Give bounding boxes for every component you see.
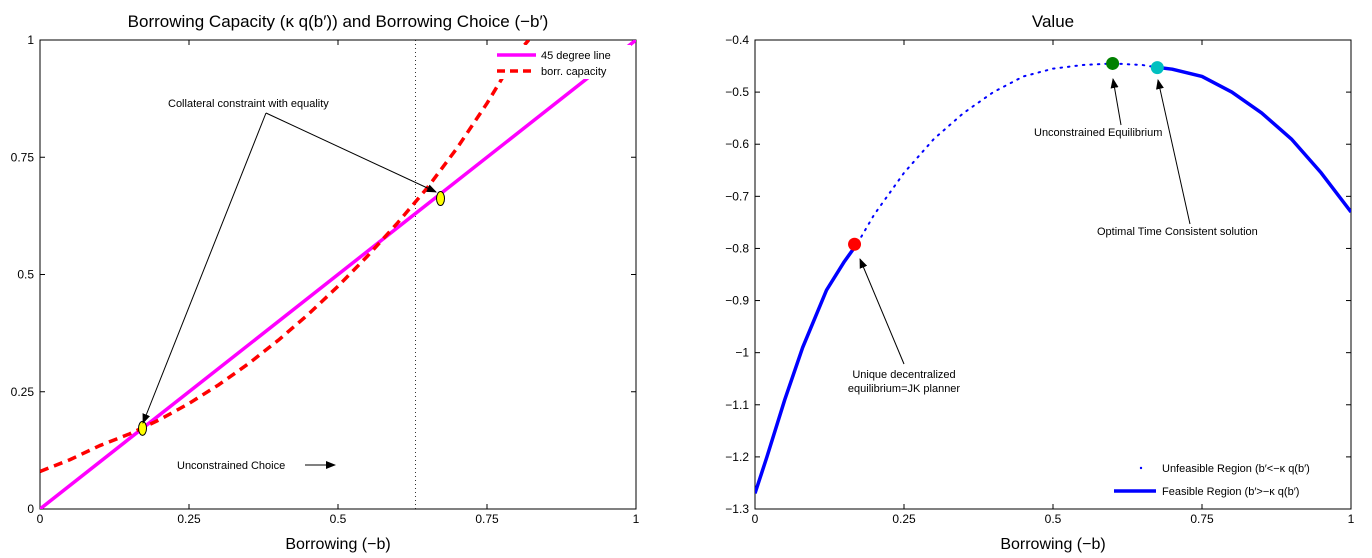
left-x-tick-label: 0.75 [475,512,499,526]
right-y-tick-label: −1.1 [725,398,749,412]
optimal-annotation: Optimal Time Consistent solution [1097,226,1258,238]
legend-label-feasible: Feasible Region (b′>−κ q(b′) [1162,486,1299,498]
unique-annotation-line1: Unique decentralized [852,369,955,381]
unconstrained-eq-arrow [1110,78,1122,126]
left-y-ticks: 0 0.25 0.5 0.75 1 [11,33,636,516]
right-y-tick-label: −1 [735,346,749,360]
collateral-arrow-right [265,112,437,193]
left-y-tick-label: 0.75 [11,150,35,164]
right-x-tick-label: 1 [1348,512,1355,526]
left-chart-title: Borrowing Capacity (κ q(b′)) and Borrowi… [128,12,549,31]
value-marker [848,237,862,251]
intersection-marker [436,191,446,207]
left-legend: 45 degree line borr. capacity [492,45,631,79]
left-x-tick-label: 0 [37,512,44,526]
right-x-ticks: 0 0.25 0.5 0.75 1 [752,40,1355,526]
right-x-tick-label: 0.5 [1045,512,1062,526]
right-chart-title: Value [1032,12,1074,31]
right-x-axis-label: Borrowing (−b) [1000,536,1105,553]
left-x-ticks: 0 0.25 0.5 0.75 1 [37,40,640,526]
collateral-arrow-left [142,112,267,424]
collateral-annotation: Collateral constraint with equality [168,98,329,110]
legend-label-unfeasible: Unfeasible Region (b′<−κ q(b′) [1162,463,1310,475]
right-legend-box [1108,458,1346,503]
right-y-ticks: −1.3 −1.2 −1.1 −1 −0.9 −0.8 −0.7 −0.6 −0.5 −0.4 [725,33,1351,516]
legend-label-45-line: 45 degree line [541,50,611,62]
right-legend: Unfeasible Region (b′<−κ q(b′) Feasible … [1108,458,1346,503]
right-plot-frame [754,39,1352,510]
right-y-tick-label: −0.8 [725,241,749,255]
right-y-tick-label: −1.2 [725,450,749,464]
right-markers [848,56,1164,251]
optimal-arrow [1156,79,1191,225]
right-x-tick-label: 0.75 [1190,512,1214,526]
right-series [755,62,1351,494]
value-marker [1150,61,1164,75]
left-x-tick-label: 0.25 [177,512,201,526]
left-series-1-line [40,40,531,474]
right-y-tick-label: −1.3 [725,502,749,516]
left-x-tick-label: 0.5 [330,512,347,526]
right-x-tick-label: 0 [752,512,759,526]
unique-annotation-line2: equilibrium=JK planner [848,383,961,395]
right-x-tick-label: 0.25 [892,512,916,526]
left-chart: Borrowing Capacity (κ q(b′)) and Borrowi… [11,12,640,553]
left-y-tick-label: 1 [27,33,34,47]
right-chart: Value Borrowing (−b) 0 0.25 0.5 0.75 1 −1.3−… [725,12,1354,553]
right-series-0-line [856,62,1157,245]
legend-label-borr-capacity: borr. capacity [541,66,607,78]
left-legend-box [492,45,631,79]
left-x-axis-label: Borrowing (−b) [285,536,390,553]
left-markers [138,191,446,436]
unconstrained-choice-label: Unconstrained Choice [177,460,285,472]
left-x-tick-label: 1 [633,512,640,526]
left-y-tick-label: 0.25 [11,385,35,399]
right-y-tick-label: −0.7 [725,189,749,203]
value-marker [1106,56,1120,70]
right-series-1-line-segment2 [1155,65,1351,214]
right-y-tick-label: −0.9 [725,294,749,308]
legend-swatch-unfeasible-dot1 [1139,466,1143,470]
right-y-tick-label: −0.5 [725,85,749,99]
right-y-tick-label: −0.6 [725,137,749,151]
left-y-tick-label: 0.5 [17,268,34,282]
right-series-1-line [755,242,859,494]
left-y-tick-label: 0 [27,502,34,516]
unconstrained-eq-annotation: Unconstrained Equilibrium [1034,127,1162,139]
unique-arrow [859,258,905,365]
right-y-tick-label: −0.4 [725,33,749,47]
intersection-marker [138,420,148,436]
